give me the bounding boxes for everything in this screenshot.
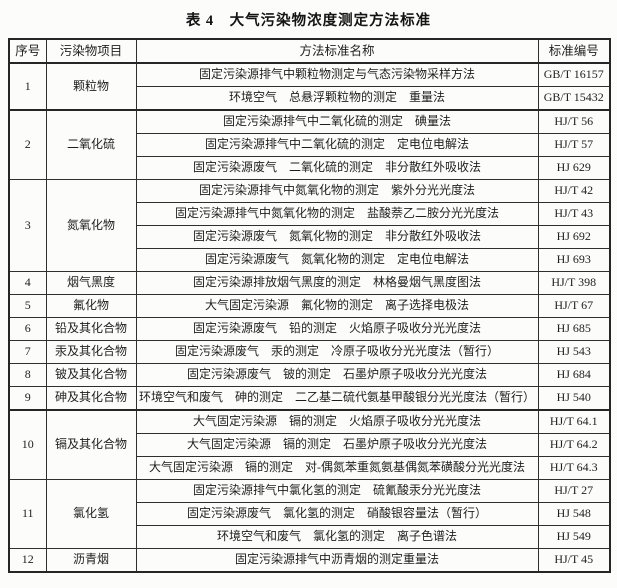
method-name-cell: 固定污染源废气 汞的测定 冷原子吸收分光光度法（暂行） bbox=[135, 340, 539, 364]
method-name-cell: 大气固定污染源 镉的测定 石墨炉原子吸收分光光度法 bbox=[135, 433, 539, 457]
table-row: 环境空气和废气 氯化氢的测定 离子色谱法 HJ 549 bbox=[9, 525, 611, 549]
method-name-cell: 固定污染源废气 氮氧化物的测定 定电位电解法 bbox=[135, 248, 539, 272]
standard-code-cell: GB/T 15432 bbox=[537, 86, 611, 111]
table-row: 9 砷及其化合物 环境空气和废气 砷的测定 二乙基二硫代氨基甲酸银分光光度法（暂行）… bbox=[8, 386, 611, 411]
standard-code-cell: HJ/T 64.1 bbox=[537, 409, 611, 434]
table-row: 10 镉及其化合物 大气固定污染源 镉的测定 火焰原子吸收分光光度法 HJ/T 64.… bbox=[8, 409, 611, 480]
method-name-cell: 环境空气 总悬浮颗粒物的测定 重量法 bbox=[135, 86, 539, 111]
pollutant-cell: 砷及其化合物 bbox=[45, 386, 137, 411]
standard-code-cell: HJ/T 57 bbox=[537, 133, 611, 157]
standard-code-cell: HJ 685 bbox=[537, 317, 611, 341]
pollutant-cell: 氯化氢 bbox=[45, 479, 137, 549]
pollutant-cell: 氮氧化物 bbox=[45, 179, 137, 272]
row-number-cell: 1 bbox=[8, 62, 47, 111]
pollutant-cell: 二氧化硫 bbox=[45, 109, 137, 180]
standard-code-cell: HJ/T 398 bbox=[537, 271, 611, 295]
table-row: 2 二氧化硫 固定污染源排气中二氧化硫的测定 碘量法 HJ/T 56 bbox=[8, 109, 611, 180]
row-number-cell: 8 bbox=[8, 363, 47, 387]
row-number-cell: 7 bbox=[8, 340, 47, 364]
row-number-cell: 11 bbox=[8, 479, 47, 549]
standard-code-cell: HJ/T 42 bbox=[537, 179, 611, 203]
table-row: 3 氮氧化物 固定污染源排气中氮氧化物的测定 紫外分光光度法 HJ/T 42 bbox=[8, 179, 611, 272]
standard-code-cell: HJ/T 43 bbox=[537, 202, 611, 226]
standard-code-cell: HJ 548 bbox=[537, 502, 611, 526]
table-row: 12 沥青烟 固定污染源排气中沥青烟的测定重量法 HJ/T 45 bbox=[8, 548, 611, 573]
standards-table: 序号 污染物项目 方法标准名称 标准编号 1 颗粒物 固定污染源排气中颗粒物测定与气… bbox=[8, 38, 611, 573]
table-row: 大气固定污染源 镉的测定 石墨炉原子吸收分光光度法 HJ/T 64.2 bbox=[9, 433, 611, 457]
row-number-cell: 9 bbox=[8, 386, 47, 411]
row-number-cell: 4 bbox=[8, 271, 47, 295]
pollutant-cell: 镉及其化合物 bbox=[45, 409, 137, 480]
standard-code-cell: HJ/T 45 bbox=[537, 548, 611, 573]
column-header-method-name: 方法标准名称 bbox=[135, 38, 539, 64]
standard-code-cell: GB/T 16157 bbox=[537, 62, 611, 87]
row-number-cell: 5 bbox=[8, 294, 47, 318]
table-row: 7 汞及其化合物 固定污染源废气 汞的测定 冷原子吸收分光光度法（暂行） HJ 543 bbox=[8, 340, 611, 364]
row-number-cell: 2 bbox=[8, 109, 47, 180]
table-row: 环境空气 总悬浮颗粒物的测定 重量法 GB/T 15432 bbox=[9, 86, 611, 111]
row-number-cell: 12 bbox=[8, 548, 47, 573]
table-row: 1 颗粒物 固定污染源排气中颗粒物测定与气态污染物采样方法 GB/T 16157 bbox=[8, 62, 611, 111]
table-row: 4 烟气黑度 固定污染源排放烟气黑度的测定 林格曼烟气黑度图法 HJ/T 398 bbox=[8, 271, 611, 295]
method-name-cell: 固定污染源排气中氮氧化物的测定 盐酸萘乙二胺分光光度法 bbox=[135, 202, 539, 226]
row-number-cell: 10 bbox=[8, 409, 47, 480]
table-row: 固定污染源排气中氮氧化物的测定 盐酸萘乙二胺分光光度法 HJ/T 43 bbox=[9, 202, 611, 226]
method-name-cell: 固定污染源排气中沥青烟的测定重量法 bbox=[135, 548, 539, 573]
table-body: 1 颗粒物 固定污染源排气中颗粒物测定与气态污染物采样方法 GB/T 16157 环境空… bbox=[8, 62, 611, 573]
method-name-cell: 固定污染源废气 铍的测定 石墨炉原子吸收分光光度法 bbox=[135, 363, 539, 387]
column-header-pollutant: 污染物项目 bbox=[45, 38, 137, 64]
standard-code-cell: HJ 684 bbox=[537, 363, 611, 387]
method-name-cell: 大气固定污染源 镉的测定 对-偶氮苯重氮氨基偶氮苯磺酸分光光度法 bbox=[135, 456, 539, 480]
method-name-cell: 固定污染源排气中氮氧化物的测定 紫外分光光度法 bbox=[135, 179, 539, 203]
method-name-cell: 环境空气和废气 氯化氢的测定 离子色谱法 bbox=[135, 525, 539, 549]
method-name-cell: 固定污染源排气中二氧化硫的测定 定电位电解法 bbox=[135, 133, 539, 157]
table-row: 5 氟化物 大气固定污染源 氟化物的测定 离子选择电极法 HJ/T 67 bbox=[8, 294, 611, 318]
standard-code-cell: HJ/T 56 bbox=[537, 109, 611, 134]
table-title: 表 4 大气污染物浓度测定方法标准 bbox=[185, 13, 432, 29]
pollutant-cell: 铅及其化合物 bbox=[45, 317, 137, 341]
table-row: 固定污染源废气 氮氧化物的测定 非分散红外吸收法 HJ 692 bbox=[9, 225, 611, 249]
column-header-no: 序号 bbox=[8, 38, 47, 64]
method-name-cell: 大气固定污染源 氟化物的测定 离子选择电极法 bbox=[135, 294, 539, 318]
pollutant-cell: 氟化物 bbox=[45, 294, 137, 318]
table-row: 固定污染源废气 氮氧化物的测定 定电位电解法 HJ 693 bbox=[9, 248, 611, 272]
column-header-standard-code: 标准编号 bbox=[537, 38, 611, 64]
table-row: 固定污染源废气 氯化氢的测定 硝酸银容量法（暂行） HJ 548 bbox=[9, 502, 611, 526]
method-name-cell: 大气固定污染源 镉的测定 火焰原子吸收分光光度法 bbox=[135, 409, 539, 434]
pollutant-cell: 铍及其化合物 bbox=[45, 363, 137, 387]
standard-code-cell: HJ 629 bbox=[537, 156, 611, 180]
method-name-cell: 固定污染源废气 铅的测定 火焰原子吸收分光光度法 bbox=[135, 317, 539, 341]
standard-code-cell: HJ 692 bbox=[537, 225, 611, 249]
standard-code-cell: HJ/T 64.2 bbox=[537, 433, 611, 457]
standard-code-cell: HJ/T 64.3 bbox=[537, 456, 611, 480]
method-name-cell: 环境空气和废气 砷的测定 二乙基二硫代氨基甲酸银分光光度法（暂行） bbox=[135, 386, 539, 411]
pollutant-cell: 烟气黑度 bbox=[45, 271, 137, 295]
method-name-cell: 固定污染源废气 氯化氢的测定 硝酸银容量法（暂行） bbox=[135, 502, 539, 526]
method-name-cell: 固定污染源排放烟气黑度的测定 林格曼烟气黑度图法 bbox=[135, 271, 539, 295]
method-name-cell: 固定污染源废气 二氧化硫的测定 非分散红外吸收法 bbox=[135, 156, 539, 180]
header-row: 序号 污染物项目 方法标准名称 标准编号 bbox=[8, 38, 611, 64]
pollutant-cell: 颗粒物 bbox=[45, 62, 137, 111]
standard-code-cell: HJ 540 bbox=[537, 386, 611, 411]
table-row: 8 铍及其化合物 固定污染源废气 铍的测定 石墨炉原子吸收分光光度法 HJ 684 bbox=[8, 363, 611, 387]
standard-code-cell: HJ/T 67 bbox=[537, 294, 611, 318]
standard-code-cell: HJ 693 bbox=[537, 248, 611, 272]
pollutant-cell: 沥青烟 bbox=[45, 548, 137, 573]
table-row: 大气固定污染源 镉的测定 对-偶氮苯重氮氨基偶氮苯磺酸分光光度法 HJ/T 64.… bbox=[9, 456, 611, 480]
method-name-cell: 固定污染源废气 氮氧化物的测定 非分散红外吸收法 bbox=[135, 225, 539, 249]
method-name-cell: 固定污染源排气中氯化氢的测定 硫氰酸汞分光光度法 bbox=[135, 479, 539, 503]
standard-code-cell: HJ 543 bbox=[537, 340, 611, 364]
method-name-cell: 固定污染源排气中颗粒物测定与气态污染物采样方法 bbox=[135, 62, 539, 87]
pollutant-cell: 汞及其化合物 bbox=[45, 340, 137, 364]
row-number-cell: 6 bbox=[8, 317, 47, 341]
standard-code-cell: HJ/T 27 bbox=[537, 479, 611, 503]
table-row: 11 氯化氢 固定污染源排气中氯化氢的测定 硫氰酸汞分光光度法 HJ/T 27 bbox=[8, 479, 611, 549]
method-name-cell: 固定污染源排气中二氧化硫的测定 碘量法 bbox=[135, 109, 539, 134]
table-row: 6 铅及其化合物 固定污染源废气 铅的测定 火焰原子吸收分光光度法 HJ 685 bbox=[8, 317, 611, 341]
standard-code-cell: HJ 549 bbox=[537, 525, 611, 549]
row-number-cell: 3 bbox=[8, 179, 47, 272]
